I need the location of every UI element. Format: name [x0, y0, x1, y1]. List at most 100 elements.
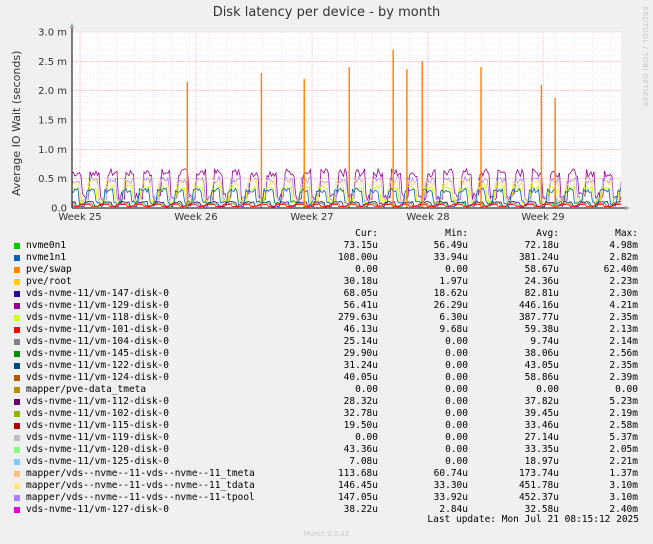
legend-row: mapper/vds--nvme--11-vds--nvme--11-tpool… [14, 492, 644, 504]
legend-avg: 0.00 [536, 384, 559, 395]
legend-cur: 279.63u [337, 312, 378, 323]
legend-cur: 43.36u [343, 444, 378, 455]
legend-row: vds-nvme-11/vm-147-disk-0 68.05u 18.62u 82.… [14, 288, 644, 300]
legend-row: pve/root 30.18u 1.97u 24.36u 2.23m [14, 276, 644, 288]
legend-name: vds-nvme-11/vm-112-disk-0 [26, 396, 169, 407]
x-tick-label: Week 25 [58, 212, 101, 223]
legend-name: vds-nvme-11/vm-115-disk-0 [26, 420, 169, 431]
legend-swatch [14, 507, 20, 513]
series-line-nvme1n1 [71, 187, 622, 207]
legend-name: vds-nvme-11/vm-125-disk-0 [26, 456, 169, 467]
legend-name: pve/swap [26, 264, 72, 275]
legend-row: nvme0n1 73.15u 56.49u 72.18u 4.98m [14, 240, 644, 252]
legend-cur: 19.50u [343, 420, 378, 431]
legend-name: vds-nvme-11/vm-118-disk-0 [26, 312, 169, 323]
legend-max: 2.56m [609, 348, 638, 359]
legend-min: 6.30u [439, 312, 468, 323]
legend-min: 0.00 [445, 456, 468, 467]
legend-max: 5.37m [609, 432, 638, 443]
legend-max: 2.35m [609, 312, 638, 323]
legend-max: 3.10m [609, 480, 638, 491]
legend-name: pve/root [26, 276, 72, 287]
legend-avg: 37.82u [524, 396, 559, 407]
legend-cur: 0.00 [355, 384, 378, 395]
legend-swatch [14, 291, 20, 297]
legend-max: 2.39m [609, 372, 638, 383]
legend-min: 0.00 [445, 264, 468, 275]
legend-avg: 43.05u [524, 360, 559, 371]
legend-name: vds-nvme-11/vm-147-disk-0 [26, 288, 169, 299]
legend-min: 0.00 [445, 348, 468, 359]
legend-row: vds-nvme-11/vm-115-disk-0 19.50u 0.00 33.46… [14, 420, 644, 432]
legend-avg: 72.18u [524, 240, 559, 251]
legend-max: 2.05m [609, 444, 638, 455]
legend-cur: 40.05u [343, 372, 378, 383]
legend-row: vds-nvme-11/vm-118-disk-0 279.63u 6.30u 387… [14, 312, 644, 324]
legend-min: 0.00 [445, 360, 468, 371]
legend-max: 2.30m [609, 288, 638, 299]
legend-row: mapper/vds--nvme--11-vds--nvme--11_tdata… [14, 480, 644, 492]
legend-avg: 38.06u [524, 348, 559, 359]
legend-min: 33.92u [433, 492, 468, 503]
legend-swatch [14, 375, 20, 381]
legend-swatch [14, 423, 20, 429]
legend-swatch [14, 267, 20, 273]
legend-max: 3.10m [609, 492, 638, 503]
y-tick-label: 0.5 m [38, 174, 67, 185]
legend-max: 2.19m [609, 408, 638, 419]
legend-min: 0.00 [445, 420, 468, 431]
y-axis-arrow [69, 23, 75, 28]
legend-avg: 446.16u [518, 300, 559, 311]
legend-cur: 25.14u [343, 336, 378, 347]
legend-avg: 39.45u [524, 408, 559, 419]
legend-cur: 147.05u [337, 492, 378, 503]
legend-swatch [14, 447, 20, 453]
legend-row: vds-nvme-11/vm-120-disk-0 43.36u 0.00 33.35… [14, 444, 644, 456]
legend-header: Cur: Min: Avg: Max: [14, 228, 644, 240]
y-tick-label: 3.0 m [38, 28, 67, 39]
last-update: Last update: Mon Jul 21 08:15:12 2025 [14, 514, 644, 526]
legend-name: mapper/pve-data_tmeta [26, 384, 147, 395]
legend-min: 56.49u [433, 240, 468, 251]
legend-avg: 27.14u [524, 432, 559, 443]
legend-avg: 58.67u [524, 264, 559, 275]
legend-swatch [14, 495, 20, 501]
legend-avg: 451.78u [518, 480, 559, 491]
legend-swatch [14, 243, 20, 249]
legend-header-avg: Avg: [536, 228, 559, 239]
legend-row: vds-nvme-11/vm-125-disk-0 7.08u 0.00 18.97u… [14, 456, 644, 468]
legend-swatch [14, 315, 20, 321]
legend-swatch [14, 327, 20, 333]
x-tick-labels: Week 25 Week 26 Week 27 Week 28 Week 29 [58, 212, 564, 223]
legend-max: 0.00 [615, 384, 638, 395]
legend-avg: 33.35u [524, 444, 559, 455]
x-tick-label: Week 29 [521, 212, 564, 223]
legend-name: vds-nvme-11/vm-124-disk-0 [26, 372, 169, 383]
legend-avg: 24.36u [524, 276, 559, 287]
x-tick-label: Week 27 [290, 212, 333, 223]
legend-cur: 113.68u [337, 468, 378, 479]
legend-swatch [14, 483, 20, 489]
legend-row: nvme1n1 108.00u 33.94u 381.24u 2.82m [14, 252, 644, 264]
legend-min: 18.62u [433, 288, 468, 299]
legend-name: vds-nvme-11/vm-119-disk-0 [26, 432, 169, 443]
legend-min: 0.00 [445, 396, 468, 407]
legend-name: nvme1n1 [26, 252, 67, 263]
legend-cur: 46.13u [343, 324, 378, 335]
legend-name: vds-nvme-11/vm-145-disk-0 [26, 348, 169, 359]
legend-swatch [14, 351, 20, 357]
y-tick-labels: 0.0 0.5 m 1.0 m 1.5 m 2.0 m 2.5 m 3.0 m [38, 28, 67, 215]
legend-name: vds-nvme-11/vm-127-disk-0 [26, 504, 169, 515]
legend-cur: 31.24u [343, 360, 378, 371]
legend-min: 0.00 [445, 408, 468, 419]
legend-name: vds-nvme-11/vm-120-disk-0 [26, 444, 169, 455]
legend-min: 60.74u [433, 468, 468, 479]
legend-avg: 18.97u [524, 456, 559, 467]
legend-cur: 56.41u [343, 300, 378, 311]
x-tick-label: Week 28 [406, 212, 449, 223]
legend-max: 4.98m [609, 240, 638, 251]
legend-cur: 7.08u [349, 456, 378, 467]
legend-max: 2.82m [609, 252, 638, 263]
legend-swatch [14, 303, 20, 309]
legend-name: mapper/vds--nvme--11-vds--nvme--11-tpool [26, 492, 255, 503]
